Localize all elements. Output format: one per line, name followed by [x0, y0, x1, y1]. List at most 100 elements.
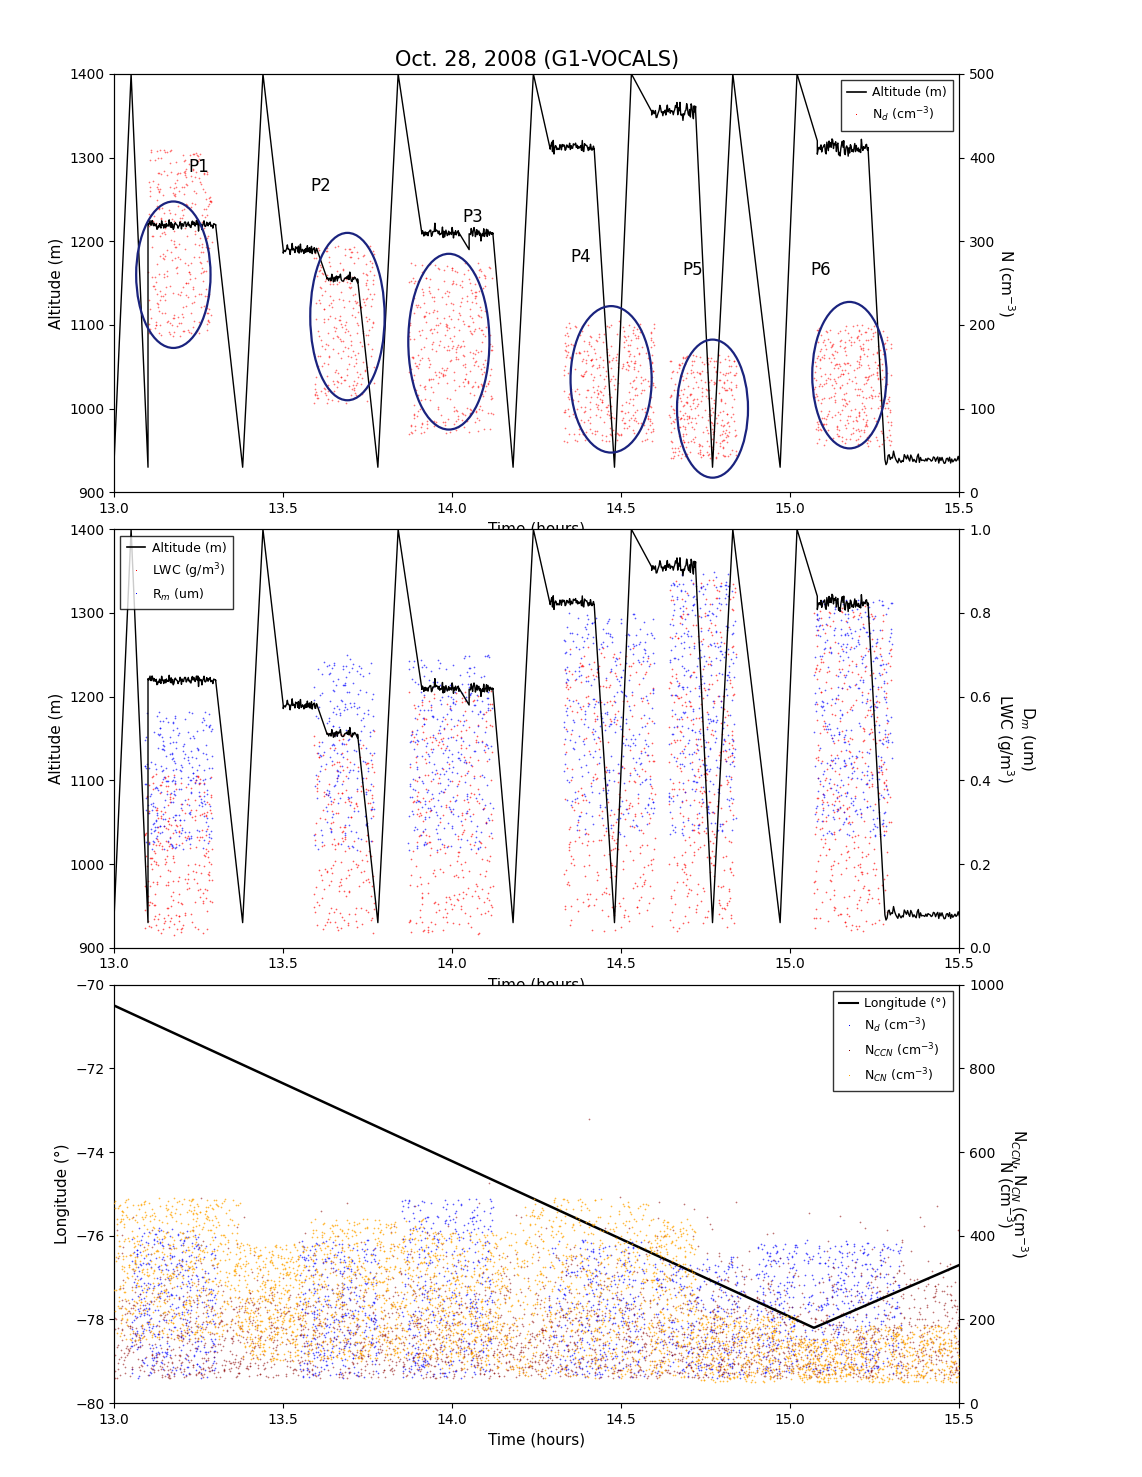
- Point: [584, 1347, 602, 1371]
- Point: [407, 722, 425, 746]
- Point: [343, 1341, 361, 1365]
- Point: [295, 1334, 313, 1357]
- Point: [304, 1263, 322, 1286]
- Point: [587, 403, 605, 427]
- Point: [465, 764, 483, 787]
- Point: [707, 634, 725, 657]
- Point: [798, 1332, 817, 1356]
- Point: [420, 669, 439, 693]
- Point: [636, 341, 654, 365]
- Point: [715, 1300, 733, 1323]
- Point: [754, 1346, 772, 1369]
- Point: [694, 671, 713, 694]
- Point: [200, 1310, 218, 1334]
- Point: [179, 793, 198, 817]
- Point: [667, 1244, 685, 1267]
- Point: [364, 864, 383, 888]
- Point: [565, 422, 584, 446]
- Point: [186, 208, 204, 232]
- Point: [287, 1264, 305, 1288]
- Point: [887, 1353, 906, 1377]
- Point: [137, 1244, 155, 1267]
- Point: [730, 1338, 748, 1362]
- Point: [654, 1332, 673, 1356]
- Point: [869, 366, 887, 390]
- Point: [315, 1272, 333, 1295]
- Point: [354, 1343, 372, 1366]
- Point: [191, 818, 209, 842]
- Point: [273, 1349, 291, 1372]
- Point: [135, 1298, 153, 1322]
- Point: [747, 1343, 765, 1366]
- Point: [782, 1328, 801, 1351]
- Point: [336, 812, 354, 836]
- Point: [943, 1306, 962, 1329]
- Point: [595, 795, 613, 818]
- Point: [308, 741, 327, 765]
- Point: [162, 1346, 180, 1369]
- Point: [274, 1257, 292, 1281]
- Point: [344, 1341, 362, 1365]
- Point: [240, 1291, 258, 1315]
- Point: [589, 1254, 608, 1278]
- Point: [662, 573, 681, 597]
- Point: [305, 1347, 323, 1371]
- Point: [305, 733, 323, 756]
- Point: [325, 1224, 344, 1248]
- Point: [719, 654, 738, 678]
- Point: [456, 1343, 474, 1366]
- Point: [151, 177, 169, 201]
- Point: [182, 1267, 200, 1291]
- Point: [193, 256, 211, 279]
- Point: [726, 424, 745, 448]
- Point: [711, 690, 730, 713]
- Point: [723, 741, 741, 765]
- Point: [268, 1320, 287, 1344]
- Point: [826, 1341, 844, 1365]
- Point: [463, 1207, 481, 1230]
- Point: [885, 1329, 903, 1353]
- Point: [687, 737, 706, 761]
- Point: [846, 1351, 864, 1375]
- Point: [771, 1350, 789, 1374]
- Point: [159, 830, 177, 854]
- Point: [796, 1263, 814, 1286]
- Point: [761, 1366, 779, 1390]
- Point: [188, 1329, 207, 1353]
- Point: [340, 245, 359, 269]
- Point: [643, 1359, 661, 1382]
- Point: [198, 226, 216, 250]
- Point: [131, 1323, 150, 1347]
- Point: [613, 753, 632, 777]
- Point: [834, 640, 852, 663]
- Point: [692, 1312, 710, 1335]
- Point: [461, 340, 480, 363]
- Point: [158, 1198, 176, 1221]
- Point: [640, 891, 658, 914]
- Point: [578, 1312, 596, 1335]
- Point: [632, 1292, 650, 1316]
- Point: [176, 1258, 194, 1282]
- Point: [179, 318, 198, 341]
- Point: [145, 1201, 163, 1224]
- Point: [677, 863, 695, 886]
- Point: [321, 786, 339, 809]
- Point: [130, 1323, 148, 1347]
- Point: [461, 914, 480, 938]
- Point: [348, 660, 367, 684]
- Point: [344, 1323, 362, 1347]
- Point: [807, 1328, 826, 1351]
- Point: [732, 1260, 750, 1284]
- Point: [859, 690, 877, 713]
- Point: [845, 1285, 863, 1309]
- Point: [241, 1354, 259, 1378]
- Point: [627, 1317, 645, 1341]
- Point: [296, 1269, 314, 1292]
- Point: [843, 1248, 861, 1272]
- Point: [314, 1250, 332, 1273]
- Point: [472, 1309, 490, 1332]
- Point: [314, 740, 332, 764]
- Point: [745, 1344, 763, 1368]
- Point: [420, 1250, 439, 1273]
- Point: [827, 372, 845, 396]
